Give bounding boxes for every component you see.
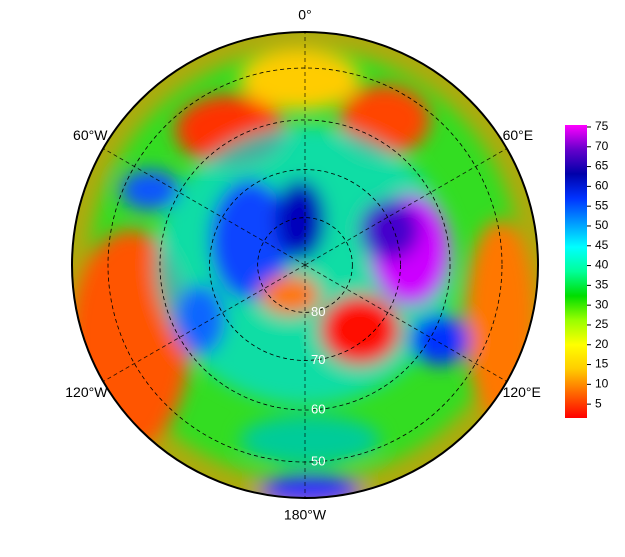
lat-label: 50 [311,453,325,468]
colorbar-tick-label: 10 [595,377,609,391]
map-border [71,31,539,499]
lon-label: 60°W [73,127,108,143]
field [72,32,538,498]
colorbar-tick-label: 25 [595,317,609,331]
colorbar-tick-label: 20 [595,337,609,351]
lon-label: 120°E [503,384,541,400]
colorbar-tick-label: 15 [595,357,609,371]
parallel [257,217,353,313]
parallel [209,169,401,361]
lat-label: 80 [311,304,325,319]
colorbar-tick-label: 5 [595,396,602,410]
colorbar-tick-label: 40 [595,258,609,272]
colorbar-tick-label: 50 [595,218,609,232]
colorbar-tick-label: 45 [595,238,609,252]
meridian [304,148,507,266]
lon-label: 60°E [503,127,534,143]
meridian [103,148,306,266]
colorbar-tick-label: 35 [595,278,609,292]
colorbar-tick-label: 75 [595,119,609,133]
colorbar-tick-label: 30 [595,297,609,311]
graticule [103,32,507,498]
lat-label: 60 [311,401,325,416]
meridian [103,264,306,382]
lat-label: 70 [311,352,325,367]
lon-label: 0° [298,7,311,23]
lon-label: 180°W [284,507,327,523]
parallel [159,119,451,411]
lon-label: 120°W [65,384,108,400]
meridian [304,264,507,382]
colorbar-tick-label: 65 [595,159,609,173]
colorbar-tick-label: 70 [595,139,609,153]
colorbar-tick-label: 60 [595,179,609,193]
colorbar-tick-label: 55 [595,198,609,212]
colorbar [565,125,587,418]
parallel [107,67,503,463]
